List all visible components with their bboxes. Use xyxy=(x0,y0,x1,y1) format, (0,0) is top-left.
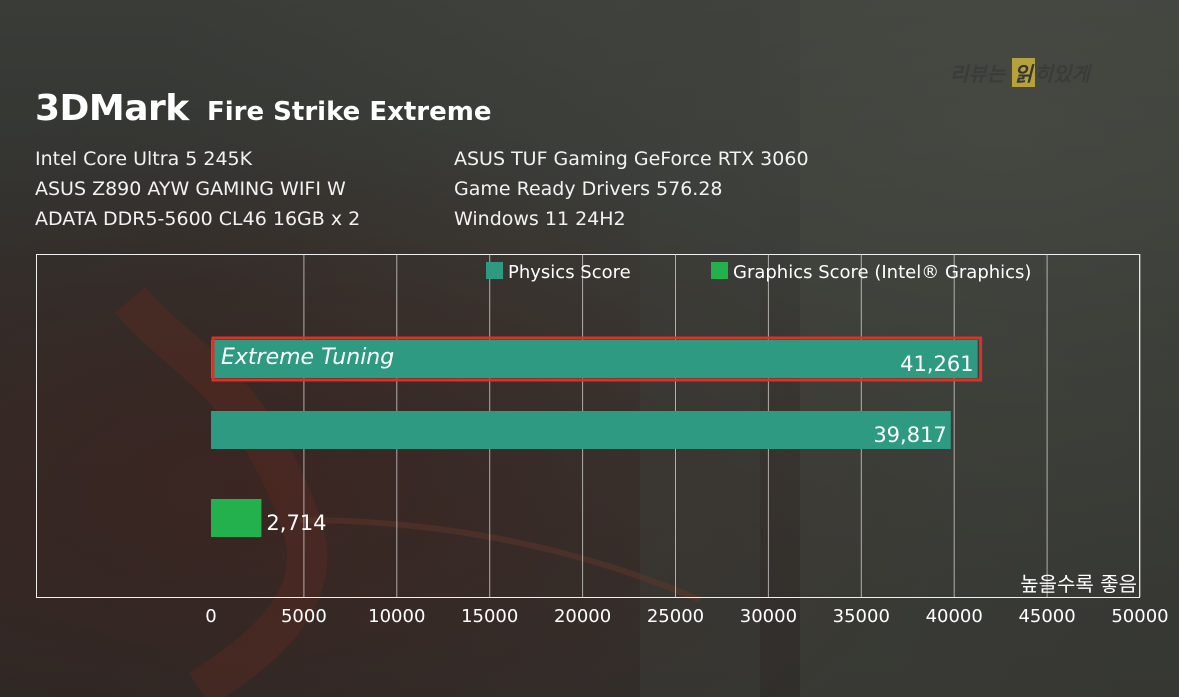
bar xyxy=(211,340,978,378)
bar xyxy=(211,411,951,449)
x-tick-label: 45000 xyxy=(1018,606,1075,627)
specs-left: Intel Core Ultra 5 245K ASUS Z890 AYW GA… xyxy=(35,144,360,234)
x-tick-label: 30000 xyxy=(740,606,797,627)
x-tick-label: 50000 xyxy=(1111,606,1168,627)
x-tick-label: 0 xyxy=(205,606,216,627)
x-tick-label: 20000 xyxy=(554,606,611,627)
spec-driver: Game Ready Drivers 576.28 xyxy=(454,178,723,200)
higher-is-better-note: 높을수록 좋음 xyxy=(1020,572,1137,596)
legend-label: Physics Score xyxy=(508,262,631,283)
x-tick-label: 15000 xyxy=(461,606,518,627)
spec-gpu: ASUS TUF Gaming GeForce RTX 3060 xyxy=(454,148,809,170)
watermark-text-end: 히있게 xyxy=(1034,62,1090,86)
x-tick-label: 35000 xyxy=(833,606,890,627)
legend-swatch xyxy=(486,262,503,279)
spec-os: Windows 11 24H2 xyxy=(454,208,626,230)
bar-value-label: 39,817 xyxy=(873,423,946,447)
watermark-highlight: 읽 xyxy=(1012,58,1035,87)
watermark: 리뷰는 읽 히있게 xyxy=(950,58,1090,87)
bar-value-label: 41,261 xyxy=(900,352,973,376)
spec-cpu: Intel Core Ultra 5 245K xyxy=(35,148,253,170)
watermark-text: 리뷰는 xyxy=(950,62,1006,86)
x-tick-label: 5000 xyxy=(281,606,327,627)
bar-category-label: Extreme Tuning xyxy=(221,345,394,370)
highlight-frame xyxy=(211,336,983,382)
spec-memory: ADATA DDR5-5600 CL46 16GB x 2 xyxy=(35,208,361,230)
x-tick-label: 25000 xyxy=(647,606,704,627)
spec-motherboard: ASUS Z890 AYW GAMING WIFI W xyxy=(35,178,346,200)
legend-swatch xyxy=(711,262,728,279)
x-tick-label: 40000 xyxy=(926,606,983,627)
bar xyxy=(211,499,262,537)
page-title: 3DMark xyxy=(35,88,189,129)
legend-label: Graphics Score (Intel® Graphics) xyxy=(733,262,1031,283)
specs-right: ASUS TUF Gaming GeForce RTX 3060 Game Re… xyxy=(454,144,809,234)
bar-value-label: 2,714 xyxy=(266,511,326,535)
x-tick-label: 10000 xyxy=(368,606,425,627)
benchmark-name: Fire Strike Extreme xyxy=(207,97,492,127)
